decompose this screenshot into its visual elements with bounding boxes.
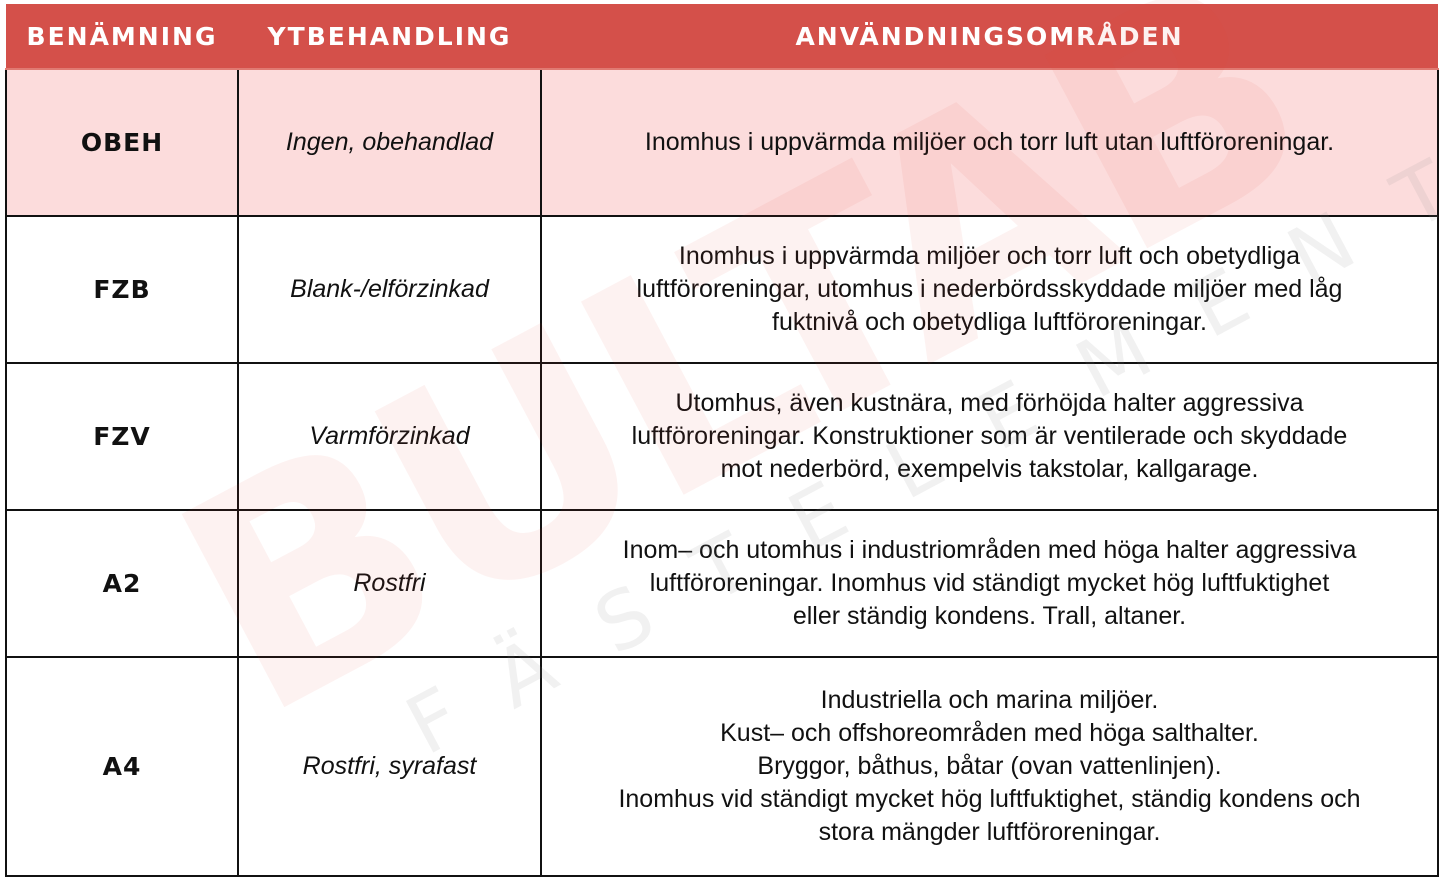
usage-line: Utomhus, även kustnära, med förhöjda hal… [675,389,1304,417]
usage-line: Bryggor, båthus, båtar (ovan vattenlinje… [757,752,1222,780]
table-row: A2 Rostfri Inom– och utomhus i industrio… [5,509,1439,658]
table-row: FZB Blank-/elförzinkad Inomhus i uppvärm… [5,215,1439,364]
cell-surface: Ingen, obehandlad [237,68,542,217]
cell-name: OBEH [5,68,239,217]
usage-line: eller ständig kondens. Trall, altaner. [792,602,1187,630]
cell-usage: Inomhus i uppvärmda miljöer och torr luf… [540,68,1439,217]
cell-name: FZV [5,362,239,511]
cell-usage: Industriella och marina miljöer. Kust– o… [540,656,1439,877]
table-row: OBEH Ingen, obehandlad Inomhus i uppvärm… [5,68,1439,217]
surface-treatment-table: BENÄMNING YTBEHANDLING ANVÄNDNINGSOMRÅDE… [5,4,1439,877]
usage-line: Inom– och utomhus i industriområden med … [622,536,1357,564]
usage-line: mot nederbörd, exempelvis takstolar, kal… [720,455,1259,483]
usage-line: luftföroreningar. Inomhus vid ständigt m… [649,569,1330,597]
cell-name: A2 [5,509,239,658]
header-usage: ANVÄNDNINGSOMRÅDEN [541,4,1438,70]
usage-line: luftföroreningar, utomhus i nederbördssk… [636,275,1343,303]
cell-surface: Rostfri, syrafast [237,656,542,877]
cell-usage: Utomhus, även kustnära, med förhöjda hal… [540,362,1439,511]
cell-surface: Blank-/elförzinkad [237,215,542,364]
usage-line: Inomhus vid ständigt mycket hög luftfukt… [618,785,1361,813]
usage-line: luftföroreningar. Konstruktioner som är … [631,422,1348,450]
usage-line: Industriella och marina miljöer. [820,686,1159,714]
usage-line: stora mängder luftföroreningar. [818,818,1161,846]
header-surface: YTBEHANDLING [238,4,541,70]
cell-name: A4 [5,656,239,877]
header-row: BENÄMNING YTBEHANDLING ANVÄNDNINGSOMRÅDE… [6,4,1438,70]
table-row: A4 Rostfri, syrafast Industriella och ma… [5,656,1439,877]
usage-line: fuktnivå och obetydliga luftföroreningar… [772,308,1207,336]
cell-surface: Varmförzinkad [237,362,542,511]
table-row: FZV Varmförzinkad Utomhus, även kustnära… [5,362,1439,511]
cell-surface: Rostfri [237,509,542,658]
usage-line: Kust– och offshoreområden med höga salth… [720,719,1259,747]
cell-usage: Inom– och utomhus i industriområden med … [540,509,1439,658]
usage-line: Inomhus i uppvärmda miljöer och torr luf… [678,242,1301,270]
usage-line: Inomhus i uppvärmda miljöer och torr luf… [644,128,1335,156]
cell-usage: Inomhus i uppvärmda miljöer och torr luf… [540,215,1439,364]
header-name: BENÄMNING [6,4,238,70]
cell-name: FZB [5,215,239,364]
